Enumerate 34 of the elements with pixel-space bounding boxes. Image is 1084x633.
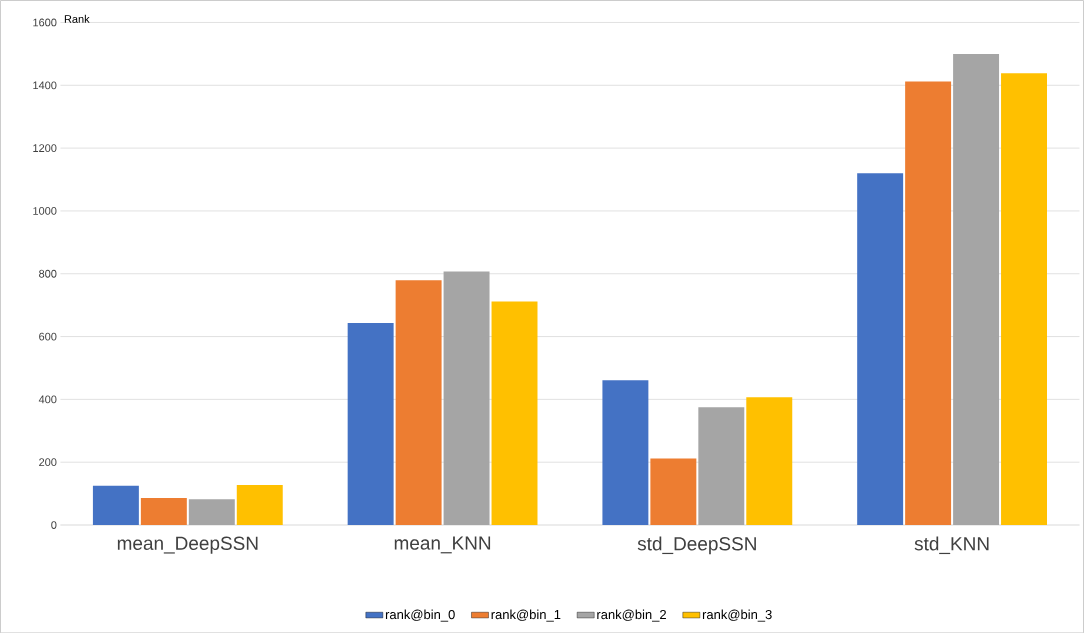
y-tick-label: 1200 (33, 144, 57, 152)
bar (650, 458, 697, 525)
legend-label: rank@bin_3 (702, 609, 772, 622)
legend-label: rank@bin_0 (385, 609, 455, 622)
bar (746, 396, 793, 525)
y-tick-label: 0 (51, 520, 57, 529)
bar (92, 485, 139, 525)
bar (953, 53, 1000, 525)
bar (395, 280, 442, 525)
y-tick-label: 600 (39, 332, 57, 341)
y-tick-label: 400 (38, 395, 57, 404)
bar (905, 81, 952, 525)
y-tick-label: 1000 (33, 206, 57, 215)
y-tick-label: 800 (39, 269, 57, 278)
bar (857, 173, 904, 525)
y-tick-label: 1400 (33, 81, 57, 89)
y-axis-title: Rank (64, 14, 90, 23)
x-tick-label: std_DeepSSN (637, 536, 756, 555)
bar (188, 499, 235, 525)
legend-label: rank@bin_2 (597, 609, 666, 622)
y-tick-label: 1600 (33, 18, 57, 27)
legend-label: rank@bin_1 (491, 609, 561, 622)
bar (443, 271, 490, 525)
bar (347, 322, 394, 525)
bar (602, 380, 649, 525)
x-tick-label: std_KNN (914, 536, 989, 554)
bar (491, 301, 538, 525)
x-tick-label: mean_DeepSSN (117, 536, 258, 554)
bar (236, 484, 283, 525)
x-tick-label: mean_KNN (394, 536, 491, 554)
y-tick-label: 200 (39, 458, 57, 466)
bar (140, 497, 187, 525)
bar (1001, 73, 1047, 525)
bar (698, 407, 745, 525)
